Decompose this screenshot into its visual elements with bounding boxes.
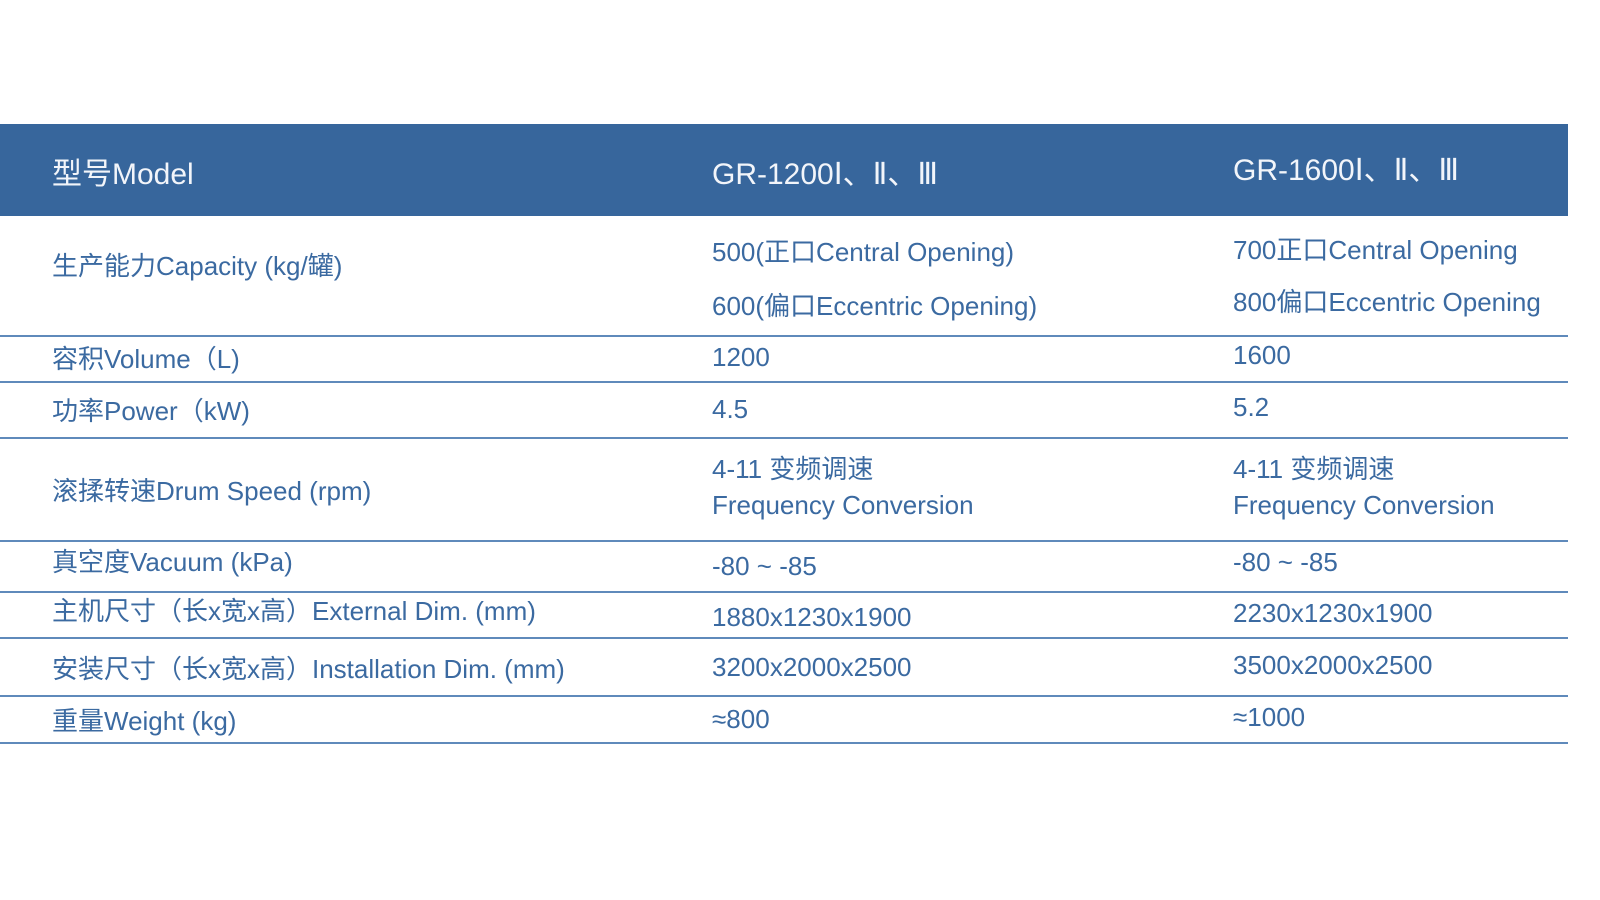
cell-model-1: Frequency Conversion <box>712 490 974 520</box>
cell-model-2: 3500x2000x2500 <box>1233 650 1433 680</box>
cell-model-1: 4-11 变频调速 <box>712 454 874 484</box>
row-label: 功率Power（kW) <box>52 396 250 426</box>
cell-model-1: 4.5 <box>712 394 749 424</box>
cell-model-2: 5.2 <box>1233 392 1270 422</box>
row-label: 滚揉转速Drum Speed (rpm) <box>52 476 372 506</box>
row-label: 容积Volume（L) <box>52 344 240 374</box>
row-label: 真空度Vacuum (kPa) <box>52 547 293 577</box>
row-label: 生产能力Capacity (kg/罐) <box>52 251 343 281</box>
table-row: 真空度Vacuum (kPa) -80 ~ -85 -80 ~ -85 <box>0 542 1568 593</box>
cell-model-1: -80 ~ -85 <box>712 551 817 581</box>
cell-model-2: 2230x1230x1900 <box>1233 598 1433 628</box>
cell-model-2: 1600 <box>1233 340 1291 370</box>
cell-model-1: ≈800 <box>712 704 770 734</box>
table-row: 主机尺寸（长x宽x高）External Dim. (mm) 1880x1230x1… <box>0 593 1568 639</box>
cell-model-2: 800偏口Eccentric Opening <box>1233 287 1541 317</box>
row-label: 重量Weight (kg) <box>52 706 237 736</box>
spec-table: 型号Model GR-1200Ⅰ、Ⅱ、Ⅲ GR-1600Ⅰ、Ⅱ、Ⅲ 生产能力Ca… <box>0 124 1568 744</box>
cell-model-1: 500(正口Central Opening) <box>712 237 1015 267</box>
cell-model-2: Frequency Conversion <box>1233 490 1495 520</box>
row-label: 安装尺寸（长x宽x高）Installation Dim. (mm) <box>52 654 565 684</box>
header-model-label: 型号Model <box>52 158 194 191</box>
table-row: 生产能力Capacity (kg/罐) 500(正口Central Opening… <box>0 216 1568 337</box>
header-model-2: GR-1600Ⅰ、Ⅱ、Ⅲ <box>1233 154 1460 187</box>
cell-model-1: 1200 <box>712 342 770 372</box>
cell-model-2: ≈1000 <box>1233 702 1306 732</box>
cell-model-2: 4-11 变频调速 <box>1233 454 1395 484</box>
cell-model-1: 600(偏口Eccentric Opening) <box>712 291 1038 321</box>
row-label: 主机尺寸（长x宽x高）External Dim. (mm) <box>52 596 536 626</box>
table-row: 容积Volume（L) 1200 1600 <box>0 337 1568 383</box>
table-row: 功率Power（kW) 4.5 5.2 <box>0 383 1568 439</box>
table-header: 型号Model GR-1200Ⅰ、Ⅱ、Ⅲ GR-1600Ⅰ、Ⅱ、Ⅲ <box>0 124 1568 216</box>
cell-model-2: -80 ~ -85 <box>1233 547 1338 577</box>
cell-model-2: 700正口Central Opening <box>1233 235 1518 265</box>
header-model-1: GR-1200Ⅰ、Ⅱ、Ⅲ <box>712 158 939 191</box>
table-row: 重量Weight (kg) ≈800 ≈1000 <box>0 697 1568 744</box>
cell-model-1: 1880x1230x1900 <box>712 602 912 632</box>
table-row: 安装尺寸（长x宽x高）Installation Dim. (mm) 3200x20… <box>0 639 1568 697</box>
table-row: 滚揉转速Drum Speed (rpm) 4-11 变频调速 Frequency C… <box>0 439 1568 542</box>
cell-model-1: 3200x2000x2500 <box>712 652 912 682</box>
